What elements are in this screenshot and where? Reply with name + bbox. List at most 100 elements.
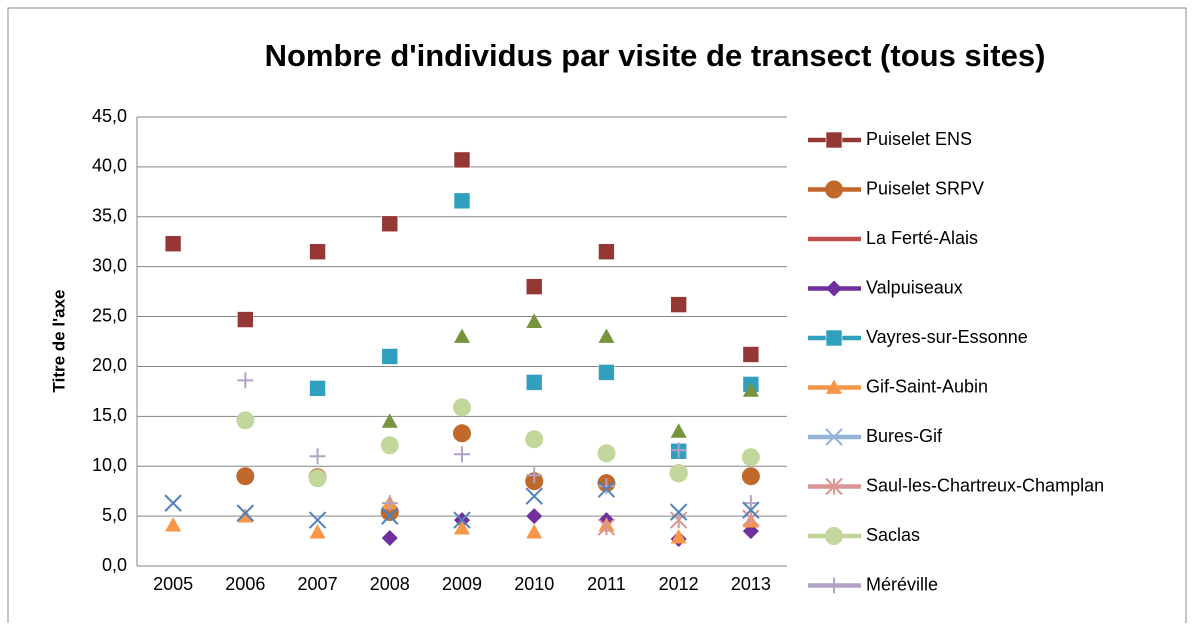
marker xyxy=(670,423,687,438)
marker-part xyxy=(454,446,470,463)
legend-label: Valpuiseaux xyxy=(866,277,963,297)
marker-part xyxy=(381,507,399,525)
marker xyxy=(380,436,399,455)
marker xyxy=(742,346,760,363)
marker xyxy=(164,235,182,253)
marker-part xyxy=(525,430,544,449)
marker-part xyxy=(598,328,615,343)
marker xyxy=(825,428,843,446)
marker xyxy=(598,478,615,495)
marker xyxy=(598,364,615,381)
marker-part xyxy=(826,577,842,594)
marker-part xyxy=(526,508,543,525)
y-tick-label: 5,0 xyxy=(102,505,127,525)
marker xyxy=(742,495,759,512)
marker xyxy=(598,328,615,343)
legend-label: Gif-Saint-Aubin xyxy=(866,376,988,396)
x-tick-label: 2010 xyxy=(514,574,554,594)
marker xyxy=(741,448,760,467)
marker xyxy=(669,503,688,521)
marker xyxy=(597,444,616,463)
marker xyxy=(825,131,843,149)
y-tick-label: 15,0 xyxy=(92,405,127,425)
marker-part xyxy=(742,501,760,519)
x-tick-label: 2005 xyxy=(153,574,193,594)
legend-label: Vayres-sur-Essonne xyxy=(866,327,1028,347)
marker-part xyxy=(825,428,843,446)
marker-part xyxy=(825,131,843,149)
legend-label: Bures-Gif xyxy=(866,426,943,446)
marker xyxy=(381,215,399,233)
marker-part xyxy=(825,329,843,347)
marker-part xyxy=(381,348,399,365)
marker xyxy=(453,151,471,169)
marker xyxy=(453,424,471,443)
marker xyxy=(526,524,543,539)
marker xyxy=(825,527,843,545)
marker xyxy=(826,379,842,394)
marker-part xyxy=(597,444,616,463)
marker xyxy=(453,192,471,210)
marker xyxy=(597,480,616,498)
marker-part xyxy=(381,530,398,547)
marker-part xyxy=(236,467,255,486)
marker xyxy=(598,243,615,260)
marker-part xyxy=(381,215,399,233)
marker xyxy=(309,243,326,260)
marker-part xyxy=(669,511,688,529)
marker-part xyxy=(526,524,543,539)
marker xyxy=(597,518,616,536)
marker xyxy=(381,530,398,547)
marker-part xyxy=(164,494,182,512)
marker-part xyxy=(826,379,842,394)
legend-label: Puiselet SRPV xyxy=(866,178,984,198)
marker xyxy=(381,495,398,512)
marker xyxy=(825,329,843,347)
marker xyxy=(454,446,470,463)
marker xyxy=(825,180,843,199)
marker xyxy=(669,464,688,483)
marker-part xyxy=(453,151,471,169)
y-tick-label: 25,0 xyxy=(92,305,127,325)
marker-part xyxy=(309,243,326,260)
marker-part xyxy=(454,520,470,535)
marker xyxy=(237,508,254,523)
marker-part xyxy=(237,508,254,523)
marker xyxy=(237,372,254,389)
marker xyxy=(525,374,543,391)
marker xyxy=(164,494,182,512)
marker-part xyxy=(741,448,760,467)
marker-part xyxy=(525,278,543,295)
marker xyxy=(825,477,843,496)
x-tick-label: 2009 xyxy=(442,574,482,594)
x-tick-label: 2008 xyxy=(370,574,410,594)
marker-part xyxy=(237,311,254,328)
marker-part xyxy=(309,524,326,539)
marker xyxy=(670,529,687,544)
marker-part xyxy=(381,495,398,512)
marker xyxy=(742,501,760,519)
chart-border xyxy=(7,7,1187,628)
marker-part xyxy=(381,413,398,428)
marker xyxy=(826,577,842,594)
marker-part xyxy=(598,478,615,495)
marker xyxy=(454,520,470,535)
marker-part xyxy=(597,480,616,498)
marker-part xyxy=(598,364,615,381)
legend-label: Saul-les-Chartreux-Champlan xyxy=(866,475,1104,495)
x-tick-label: 2011 xyxy=(587,574,626,594)
marker xyxy=(454,328,470,343)
y-tick-label: 45,0 xyxy=(92,106,127,126)
marker xyxy=(741,467,760,486)
marker-part xyxy=(742,346,760,363)
marker xyxy=(236,467,255,486)
marker xyxy=(526,313,543,328)
marker-part xyxy=(826,280,842,297)
marker xyxy=(309,380,326,397)
marker xyxy=(742,509,760,527)
marker-part xyxy=(453,511,471,529)
marker xyxy=(381,507,399,525)
marker-part xyxy=(309,380,326,397)
marker-part xyxy=(165,517,182,532)
